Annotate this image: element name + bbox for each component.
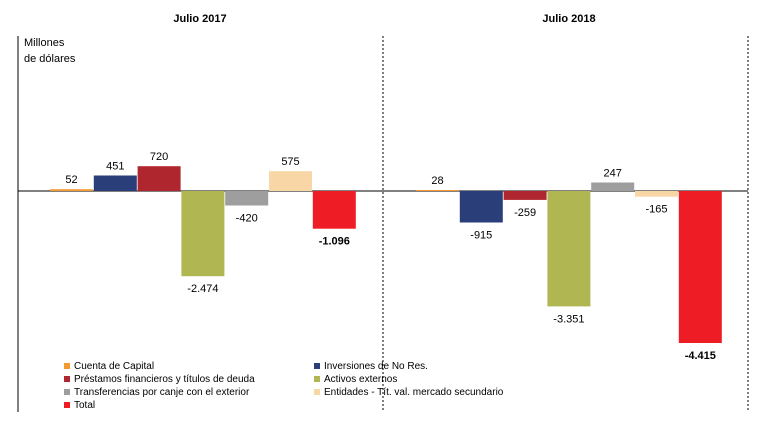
data-label-1-5: -420 [236, 213, 258, 225]
panel-title-1: Julio 2017 [173, 13, 226, 25]
legend-label-1: Cuenta de Capital [74, 361, 154, 372]
bar-2-7 [678, 191, 722, 343]
data-label-1-3: 720 [150, 151, 168, 163]
unit-label-line-2: de dólares [24, 53, 76, 65]
bar-2-2 [459, 191, 503, 223]
bar-1-3 [137, 166, 181, 191]
legend-swatch-2 [314, 363, 320, 369]
legend-label-2: Inversiones de No Res. [324, 361, 428, 372]
data-label-1-6: 575 [281, 156, 299, 168]
legend-label-5: Transferencias por canje con el exterior [74, 387, 250, 398]
data-label-1-1: 52 [65, 174, 77, 186]
unit-label-line-1: Millones [24, 37, 65, 49]
data-label-2-6: -165 [645, 204, 667, 216]
data-label-1-4: -2.474 [187, 283, 218, 295]
legend-label-4: Activos externos [324, 374, 397, 385]
legend-label-7: Total [74, 400, 95, 411]
bar-2-4 [547, 191, 591, 307]
legend-swatch-6 [314, 389, 320, 395]
legend-swatch-4 [314, 376, 320, 382]
bar-2-5 [591, 182, 635, 191]
data-label-2-5: 247 [604, 168, 622, 180]
bar-2-3 [503, 191, 547, 200]
panel-title-2: Julio 2018 [542, 13, 595, 25]
legend-label-3: Préstamos financieros y títulos de deuda [74, 374, 255, 385]
legend-swatch-7 [64, 402, 70, 408]
bar-1-2 [93, 175, 137, 191]
data-label-1-7: -1.096 [319, 236, 350, 248]
legend-label-6: Entidades - Tít. val. mercado secundario [324, 387, 504, 398]
data-label-2-2: -915 [470, 230, 492, 242]
bar-1-4 [181, 191, 225, 277]
data-label-2-3: -259 [514, 207, 536, 219]
bar-1-1 [50, 189, 93, 191]
data-label-1-2: 451 [106, 161, 124, 173]
bar-1-6 [269, 171, 312, 191]
legend-swatch-1 [64, 363, 70, 369]
legend-swatch-5 [64, 389, 70, 395]
bar-2-6 [635, 191, 678, 197]
data-label-2-7: -4.415 [685, 350, 716, 362]
bar-1-5 [225, 191, 269, 206]
data-label-2-4: -3.351 [553, 313, 584, 325]
bar-2-1 [416, 190, 459, 191]
bar-1-7 [312, 191, 356, 229]
data-label-2-1: 28 [431, 175, 443, 187]
legend-swatch-3 [64, 376, 70, 382]
